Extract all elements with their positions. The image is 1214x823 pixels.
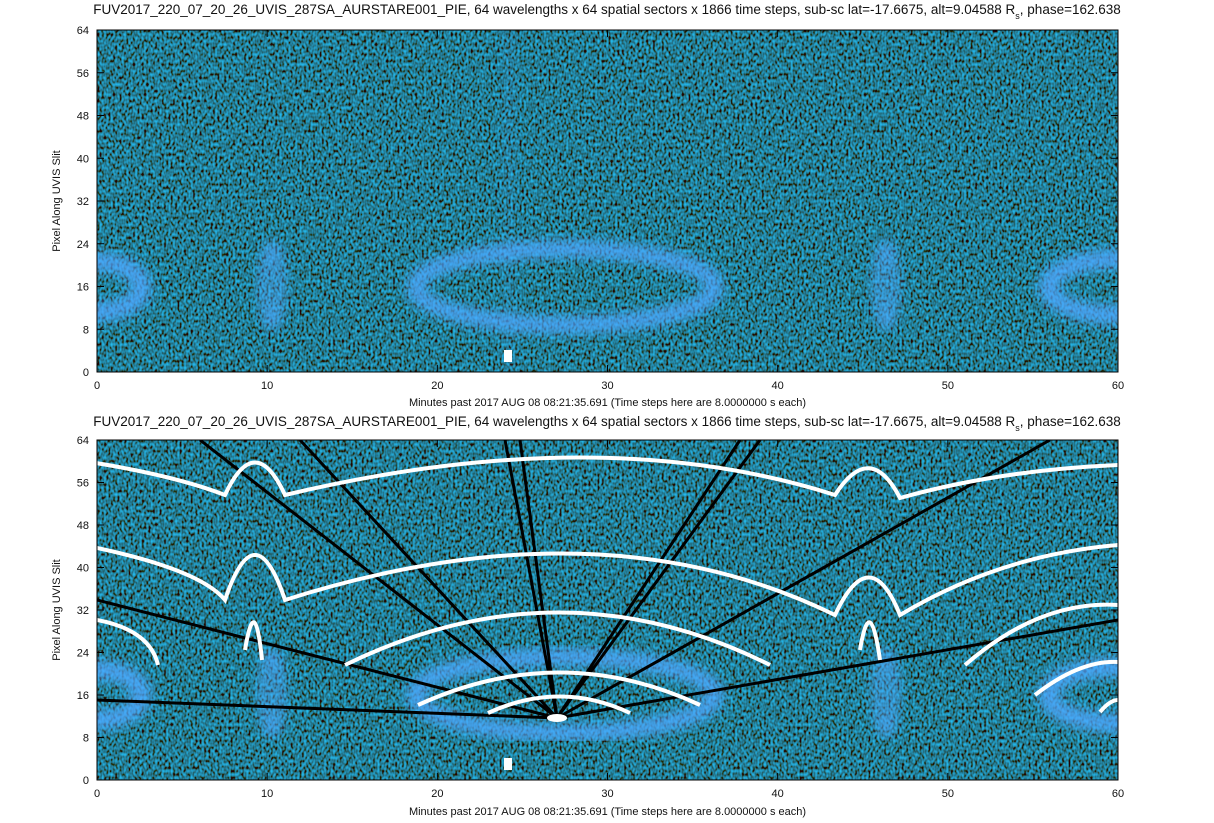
- y-tick-label: 64: [77, 25, 89, 37]
- x-axis-label: Minutes past 2017 AUG 08 08:21:35.691 (T…: [409, 806, 806, 818]
- y-tick-label: 16: [77, 282, 89, 294]
- image-panel-2: [97, 440, 1118, 780]
- y-tick-label: 40: [77, 153, 89, 165]
- y-tick-label: 8: [83, 324, 89, 336]
- x-tick-label: 20: [431, 380, 443, 392]
- y-tick-label: 56: [77, 478, 89, 490]
- y-tick-label: 16: [77, 690, 89, 702]
- x-tick-label: 30: [601, 788, 613, 800]
- image-panel-1: [97, 30, 1118, 372]
- x-tick-label: 40: [772, 380, 784, 392]
- y-tick-label: 56: [77, 68, 89, 80]
- title-subscript: s: [1015, 11, 1020, 21]
- y-tick-label: 24: [77, 239, 89, 251]
- y-tick-label: 48: [77, 111, 89, 123]
- x-tick-label: 50: [942, 788, 954, 800]
- x-tick-label: 50: [942, 380, 954, 392]
- y-axis-label: Pixel Along UVIS Slit: [51, 150, 63, 252]
- title-text: FUV2017_220_07_20_26_UVIS_287SA_AURSTARE…: [93, 414, 1015, 429]
- y-tick-label: 32: [77, 605, 89, 617]
- title-text: , phase=162.638: [1020, 2, 1121, 17]
- y-tick-label: 0: [83, 775, 89, 787]
- y-tick-label: 64: [77, 435, 89, 447]
- x-axis-label: Minutes past 2017 AUG 08 08:21:35.691 (T…: [409, 397, 806, 409]
- x-tick-label: 20: [431, 788, 443, 800]
- x-tick-label: 0: [94, 380, 100, 392]
- y-axis-label: Pixel Along UVIS Slit: [51, 559, 63, 661]
- title-text: , phase=162.638: [1020, 414, 1121, 429]
- x-tick-label: 10: [261, 788, 273, 800]
- x-tick-label: 60: [1112, 380, 1124, 392]
- x-tick-label: 40: [772, 788, 784, 800]
- y-tick-label: 24: [77, 648, 89, 660]
- y-tick-label: 40: [77, 563, 89, 575]
- chart-title: FUV2017_220_07_20_26_UVIS_287SA_AURSTARE…: [93, 2, 1121, 21]
- y-tick-label: 8: [83, 733, 89, 745]
- x-tick-label: 10: [261, 380, 273, 392]
- title-subscript: s: [1015, 423, 1020, 433]
- y-tick-label: 48: [77, 520, 89, 532]
- x-tick-label: 0: [94, 788, 100, 800]
- x-tick-label: 60: [1112, 788, 1124, 800]
- y-tick-label: 0: [83, 367, 89, 379]
- x-tick-label: 30: [601, 380, 613, 392]
- y-tick-label: 32: [77, 196, 89, 208]
- chart-title: FUV2017_220_07_20_26_UVIS_287SA_AURSTARE…: [93, 414, 1121, 433]
- title-text: FUV2017_220_07_20_26_UVIS_287SA_AURSTARE…: [93, 2, 1015, 17]
